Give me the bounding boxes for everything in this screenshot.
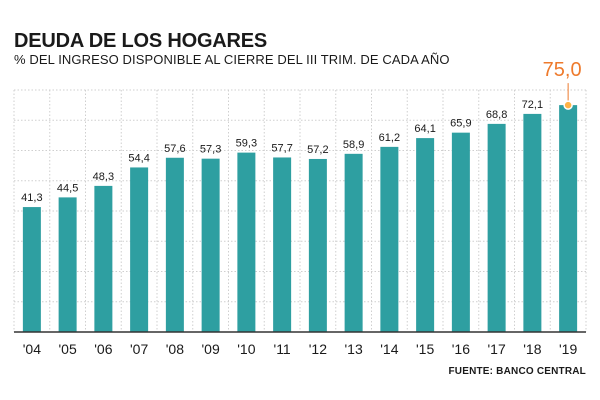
data-label-highlight: 75,0 [543,59,582,81]
data-label: 61,2 [379,132,400,144]
bar-05 [58,197,77,332]
x-tick-label: '17 [488,341,506,357]
x-tick-label: '07 [130,341,148,357]
data-label: 54,4 [128,152,149,164]
bar-06 [94,185,113,332]
data-label: 44,5 [57,182,78,194]
data-label: 59,3 [236,138,257,150]
x-tick-label: '10 [237,341,255,357]
x-tick-label: '05 [59,341,77,357]
highlight-marker [563,100,573,110]
x-tick-label: '04 [23,341,41,357]
bar-17 [487,123,506,332]
x-tick-label: '12 [309,341,327,357]
bar-11 [273,157,292,332]
x-tick-label: '09 [202,341,220,357]
data-label: 48,3 [93,171,114,183]
data-label: 68,8 [486,109,507,121]
bar-16 [451,132,470,332]
x-tick-label: '11 [274,341,291,357]
bar-13 [344,153,363,332]
data-label: 64,1 [414,123,435,135]
x-tick-label: '18 [523,341,541,357]
x-tick-label: '16 [452,341,470,357]
chart-subtitle: % DEL INGRESO DISPONIBLE AL CIERRE DEL I… [14,52,450,67]
bar-18 [523,113,542,333]
data-label: 57,7 [271,142,292,154]
bar-08 [165,157,184,332]
bar-12 [308,158,327,332]
x-tick-label: '14 [380,341,398,357]
bar-10 [237,152,256,332]
x-tick-label: '19 [559,341,577,357]
bar-15 [416,138,435,332]
x-tick-label: '13 [345,341,363,357]
x-tick-label: '06 [94,341,112,357]
bar-07 [130,167,149,332]
data-label: 57,2 [307,144,328,156]
data-label: 41,3 [21,192,42,204]
data-label: 65,9 [450,118,471,130]
bar-14 [380,146,399,332]
data-label: 58,9 [343,139,364,151]
bar-19 [559,105,578,332]
data-label: 57,3 [200,144,221,156]
x-tick-label: '08 [166,341,184,357]
chart-title: DEUDA DE LOS HOGARES [14,30,268,52]
data-label: 57,6 [164,143,185,155]
bar-09 [201,158,220,332]
data-label: 72,1 [522,99,543,111]
x-tick-label: '15 [416,341,434,357]
bar-04 [22,207,41,332]
source-note: FUENTE: BANCO CENTRAL [448,366,586,377]
